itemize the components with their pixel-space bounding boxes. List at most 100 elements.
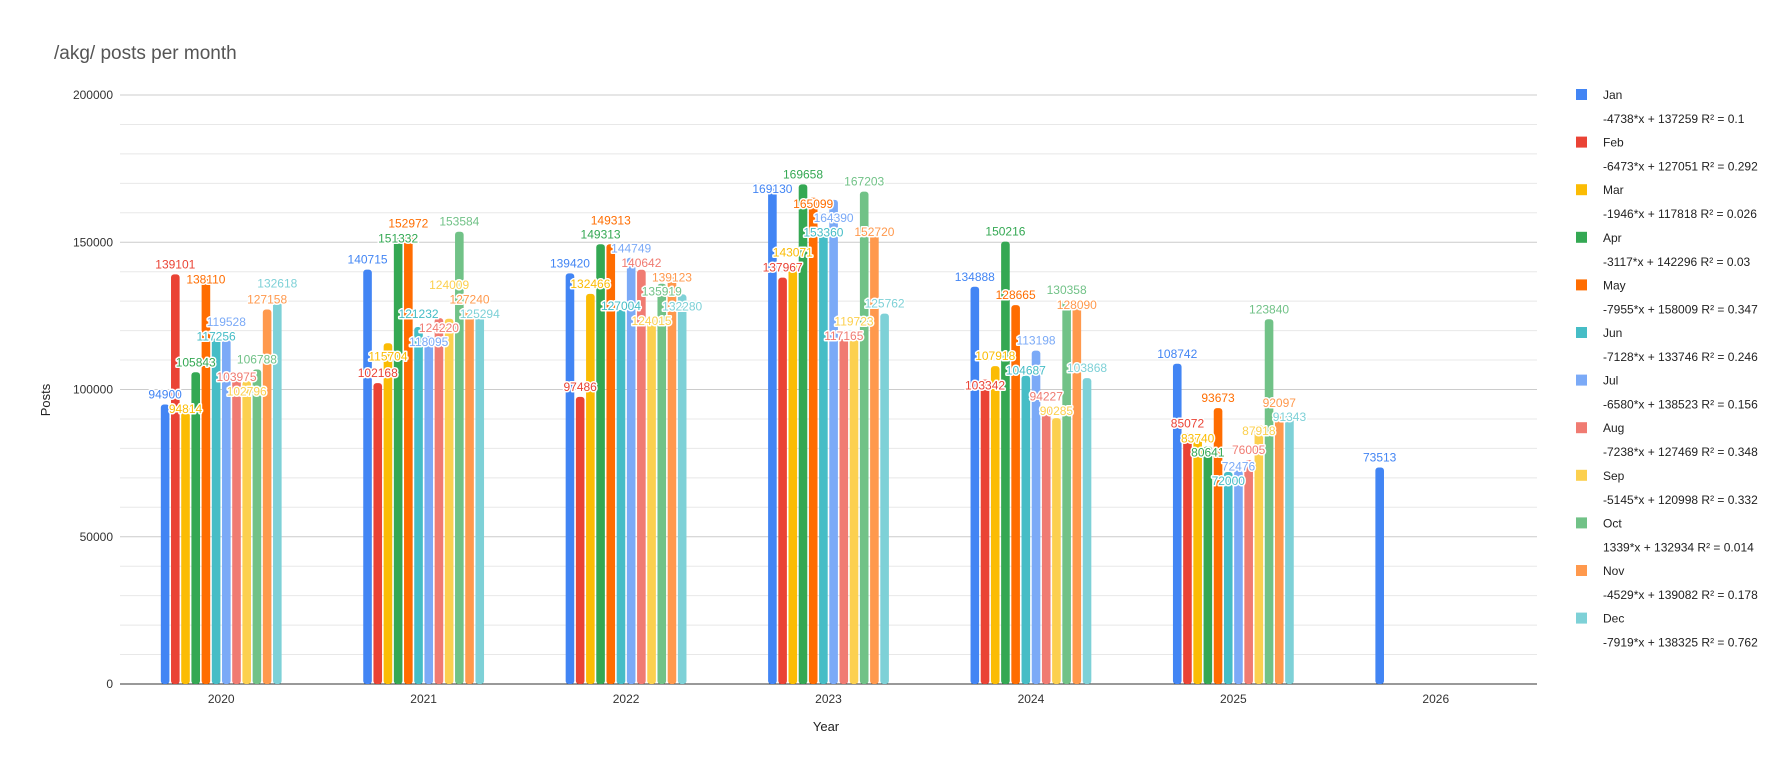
data-label: 135919 [642,285,682,299]
legend: Jan -4738*x + 137259 R² = 0.1 Feb -6473*x +… [1576,88,1758,650]
legend-swatch-mar [1576,184,1587,196]
bar-jan-2026 [1375,467,1384,684]
bar-may-2021 [404,233,413,684]
data-label: 123840 [1249,302,1289,316]
bar-jan-2022 [565,273,575,684]
y-tick-label: 0 [106,677,113,691]
bar-dec-2020 [273,293,282,684]
y-tick-label: 150000 [73,235,113,249]
y-tick-label: 200000 [73,88,113,102]
legend-label: Jan [1603,88,1622,102]
legend-trendline: -7238*x + 127469 R² = 0.348 [1603,445,1758,459]
bar-mar-2022 [586,293,595,684]
legend-trendline: -7128*x + 133746 R² = 0.246 [1603,350,1758,364]
x-axis-label: Year [813,719,840,734]
legend-label: Nov [1603,564,1624,578]
legend-label: Feb [1603,136,1624,150]
data-label: 97486 [563,380,597,394]
bar-dec-2021 [475,315,485,684]
bar-mar-2025 [1193,437,1202,684]
x-tick-label: 2023 [815,692,842,706]
bar-may-2025 [1213,408,1223,684]
data-label: 117165 [824,329,863,343]
bar-mar-2021 [383,343,393,684]
legend-trendline: -1946*x + 117818 R² = 0.026 [1603,207,1757,221]
data-label: 138110 [186,272,225,286]
bar-jan-2021 [363,269,372,684]
data-label: 94900 [148,388,182,402]
bar-sep-2022 [647,318,656,684]
data-label: 150216 [985,225,1025,239]
bar-nov-2023 [870,234,879,684]
legend-trendline: -4529*x + 139082 R² = 0.178 [1603,588,1758,602]
bar-aug-2024 [1041,406,1051,684]
data-label: 76005 [1232,443,1266,457]
data-label: 124015 [632,314,672,328]
bar-jan-2025 [1172,363,1182,684]
data-label: 149313 [591,213,631,227]
bar-jun-2024 [1021,375,1031,684]
bar-jun-2023 [819,232,828,684]
bar-aug-2020 [232,377,241,684]
data-label: 94814 [169,402,203,416]
x-tick-label: 2022 [613,692,640,706]
bar-feb-2020 [171,274,180,684]
bar-may-2020 [201,277,211,684]
bar-jul-2020 [222,331,231,684]
legend-swatch-sep [1576,469,1587,481]
data-label: 144749 [611,242,651,256]
bar-jul-2024 [1031,350,1041,684]
data-label: 104687 [1006,364,1046,378]
data-label: 102796 [227,384,267,398]
data-label: 125294 [460,307,500,321]
legend-swatch-may [1576,279,1587,291]
x-tick-label: 2026 [1422,692,1449,706]
bar-jul-2023 [829,199,838,684]
legend-label: Apr [1603,231,1622,245]
data-label: 107918 [975,349,1015,363]
legend-trendline: -7955*x + 158009 R² = 0.347 [1603,302,1758,316]
legend-trendline: -6473*x + 127051 R² = 0.292 [1603,160,1758,174]
bar-oct-2023 [859,191,869,684]
data-label: 91343 [1273,410,1307,424]
data-label: 130358 [1047,283,1087,297]
data-label: 128090 [1057,298,1097,312]
legend-label: Oct [1603,516,1622,530]
bar-jun-2020 [211,338,221,684]
bar-mar-2023 [788,262,798,684]
bar-jul-2025 [1234,470,1243,684]
legend-swatch-nov [1576,565,1587,576]
data-label: 85072 [1171,416,1205,430]
bar-aug-2022 [637,269,646,684]
data-label: 139101 [155,257,195,271]
bar-feb-2021 [373,383,383,684]
data-label: 119528 [207,315,246,329]
data-label: 124009 [429,278,469,292]
data-label: 140715 [348,253,388,267]
data-label: 103342 [965,379,1005,393]
legend-label: Dec [1603,612,1624,626]
data-label: 153584 [439,215,479,229]
bar-dec-2023 [880,313,889,684]
bar-sep-2025 [1254,425,1264,684]
data-label: 115704 [368,349,407,363]
legend-label: Sep [1603,469,1625,483]
bar-may-2024 [1011,305,1020,684]
bar-jun-2025 [1223,471,1233,684]
legend-trendline: -7919*x + 138325 R² = 0.762 [1603,636,1758,650]
legend-swatch-jul [1576,374,1587,386]
legend-label: May [1603,278,1626,292]
legend-swatch-jan [1576,89,1587,100]
data-label: 127158 [247,293,287,307]
bar-feb-2023 [778,277,787,684]
data-label: 139123 [652,270,692,284]
bar-jul-2021 [424,336,434,684]
data-label: 128665 [996,288,1036,302]
legend-label: Jun [1603,326,1622,340]
bar-apr-2024 [1001,241,1010,684]
bars [160,184,1384,685]
legend-swatch-oct [1576,517,1587,529]
bar-mar-2020 [181,404,190,684]
